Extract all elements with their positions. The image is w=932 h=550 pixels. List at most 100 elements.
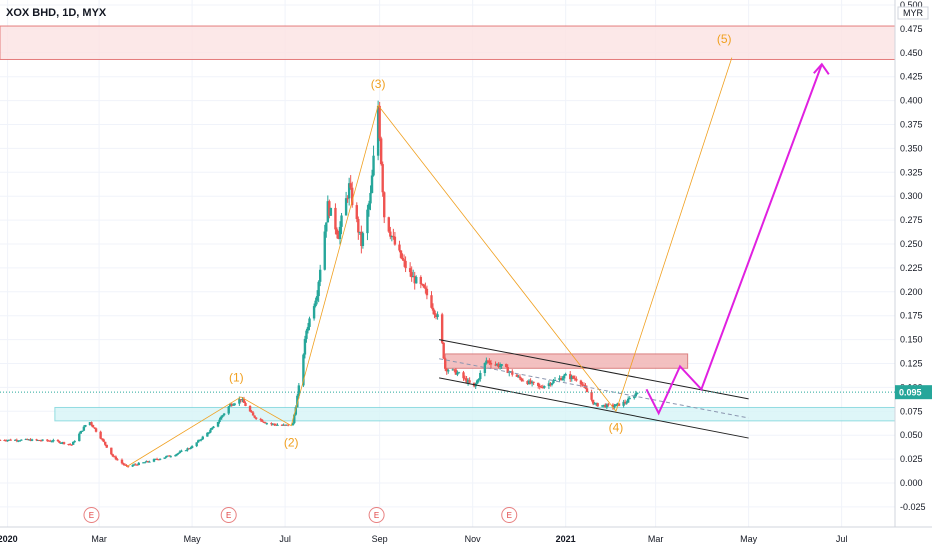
candle-body — [434, 314, 438, 317]
candle-body — [442, 342, 445, 359]
candle-body — [293, 414, 296, 424]
candle-body — [4, 440, 8, 442]
candle-body — [334, 207, 337, 230]
y-tick-label: 0.375 — [900, 120, 923, 130]
candle-body — [303, 338, 307, 355]
candle-body — [3, 439, 6, 441]
candle-body — [626, 398, 630, 403]
candle-body — [585, 388, 589, 393]
candle-body — [421, 284, 424, 286]
candle-body — [527, 380, 531, 385]
candle-body — [137, 462, 140, 466]
x-tick-label: Sep — [372, 534, 388, 544]
candle-body — [402, 259, 406, 261]
candle-body — [547, 383, 551, 387]
candle-body — [616, 403, 619, 405]
candle-body — [486, 360, 490, 362]
candle-body — [413, 275, 416, 284]
candle-body — [169, 456, 172, 458]
y-tick-label: -0.025 — [900, 502, 926, 512]
candle-body — [387, 217, 390, 232]
candle-body — [227, 406, 230, 414]
candle-body — [411, 275, 415, 278]
candle-body — [485, 360, 488, 363]
candle-body — [505, 364, 508, 368]
candle-body — [515, 374, 519, 377]
y-tick-label: 0.325 — [900, 167, 923, 177]
candle-body — [622, 401, 625, 406]
zones-layer — [0, 0, 896, 527]
candle-body — [145, 461, 148, 463]
earnings-marker-icon — [368, 507, 385, 523]
candle-body — [361, 233, 365, 246]
last-price-tag — [895, 385, 932, 400]
candle-body — [605, 404, 609, 408]
candle-body — [250, 411, 253, 413]
candle-body — [46, 439, 49, 441]
candle-body — [444, 358, 447, 369]
projection-path — [645, 63, 823, 416]
candle-body — [466, 380, 470, 383]
candle-body — [497, 363, 500, 367]
y-tick-label: 0.075 — [900, 406, 923, 416]
candle-body — [378, 105, 381, 139]
earnings-marker-icon — [501, 507, 518, 523]
candle-body — [178, 451, 182, 453]
candle-body — [462, 372, 465, 379]
candle-body — [35, 439, 38, 441]
earnings-marker-label: E — [89, 511, 94, 520]
candle-body — [78, 433, 81, 442]
candle-body — [242, 399, 246, 403]
candle-body — [265, 423, 269, 425]
candle-body — [26, 439, 29, 441]
candle-body — [84, 425, 87, 427]
candle-body — [180, 450, 183, 452]
candle-body — [613, 406, 616, 408]
chart-title: XOX BHD, 1D, MYX — [6, 7, 107, 19]
support-zone — [54, 406, 896, 422]
currency-label: MYR — [903, 8, 924, 18]
candle-body — [498, 365, 502, 367]
candle-body — [422, 284, 426, 288]
candle-body — [58, 441, 61, 443]
candle-body — [81, 430, 84, 432]
candle-body — [286, 424, 290, 426]
candle-body — [116, 459, 119, 461]
candle-body — [457, 372, 461, 374]
candle-body — [329, 207, 333, 216]
candle-body — [312, 306, 316, 319]
candle-body — [582, 384, 586, 386]
candle-body — [262, 421, 265, 423]
candle-body — [489, 362, 493, 365]
y-tick-label: 0.500 — [900, 0, 923, 10]
candle-body — [623, 401, 627, 403]
candle-body — [530, 381, 534, 384]
candle-body — [274, 424, 278, 426]
candle-body — [593, 403, 596, 405]
candle-body — [18, 440, 22, 442]
candle-body — [553, 379, 557, 381]
candle-body — [14, 439, 17, 441]
candle-body — [123, 464, 127, 466]
candle-body — [175, 453, 179, 456]
resistance-zone-top — [0, 25, 896, 60]
candle-body — [390, 236, 394, 238]
x-tick-label: Jul — [279, 534, 291, 544]
earnings-marker-label: E — [226, 511, 231, 520]
candle-body — [346, 198, 349, 200]
candle-body — [282, 424, 285, 426]
candle-body — [152, 459, 156, 462]
candle-body — [241, 399, 244, 401]
candle-body — [398, 244, 401, 251]
candle-body — [17, 440, 20, 442]
wave-label: (4) — [609, 420, 624, 434]
candle-body — [15, 439, 18, 441]
candle-body — [200, 439, 203, 441]
candle-body — [79, 431, 83, 434]
candle-body — [340, 215, 343, 227]
candle-body — [71, 441, 75, 445]
candle-body — [308, 318, 311, 327]
candle-body — [431, 307, 435, 311]
